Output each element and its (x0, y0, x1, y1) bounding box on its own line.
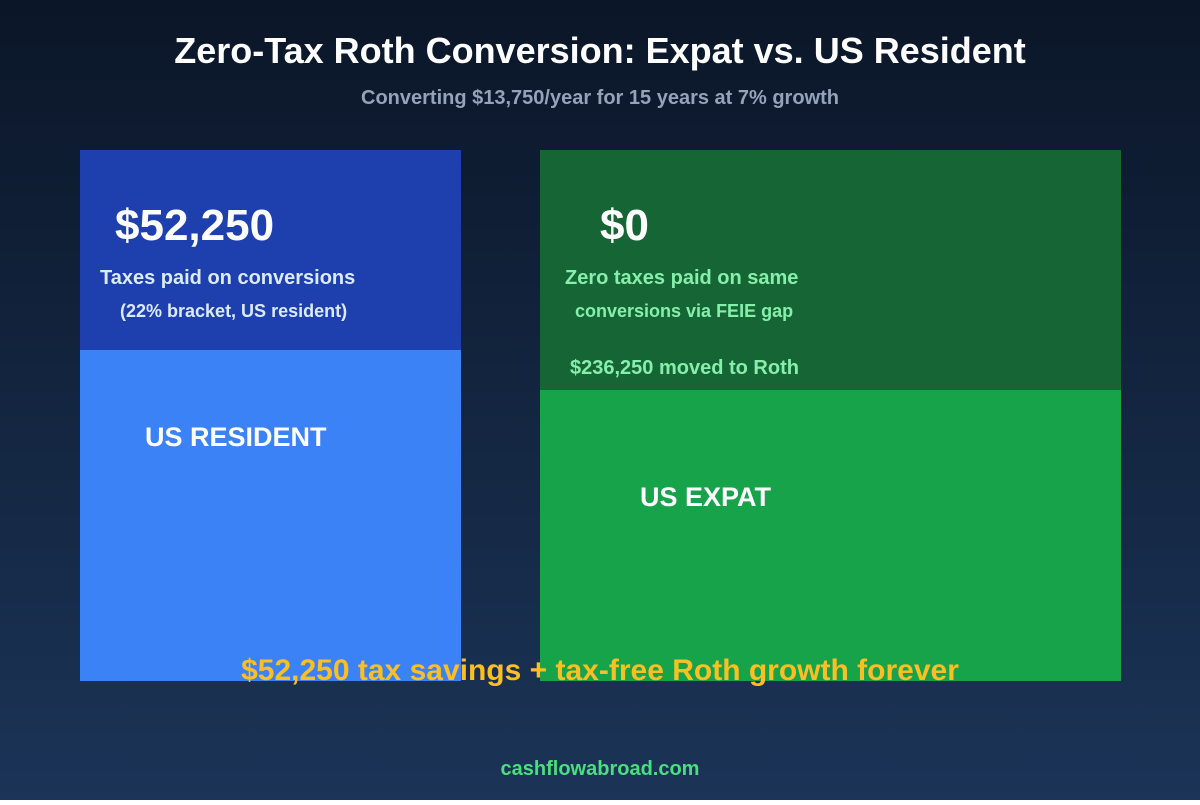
expat-caption: Zero taxes paid on same (565, 267, 798, 289)
expat-extra: $236,250 moved to Roth (570, 357, 799, 379)
expat-bottom (540, 390, 1121, 681)
resident-caption: Taxes paid on conversions (100, 267, 355, 289)
resident-note: (22% bracket, US resident) (120, 301, 347, 321)
title: Zero-Tax Roth Conversion: Expat vs. US R… (174, 30, 1025, 71)
expat-note: conversions via FEIE gap (575, 301, 793, 321)
footer: cashflowabroad.com (501, 758, 700, 780)
expat-label: US EXPAT (640, 482, 772, 512)
expat-top (540, 150, 1121, 390)
subtitle: Converting $13,750/year for 15 years at … (361, 87, 839, 109)
resident-bottom (80, 350, 461, 681)
resident-top (80, 150, 461, 350)
resident-label: US RESIDENT (145, 422, 327, 452)
expat-amount: $0 (600, 201, 649, 250)
summary: $52,250 tax savings + tax-free Roth grow… (241, 654, 959, 687)
resident-amount: $52,250 (115, 201, 274, 250)
